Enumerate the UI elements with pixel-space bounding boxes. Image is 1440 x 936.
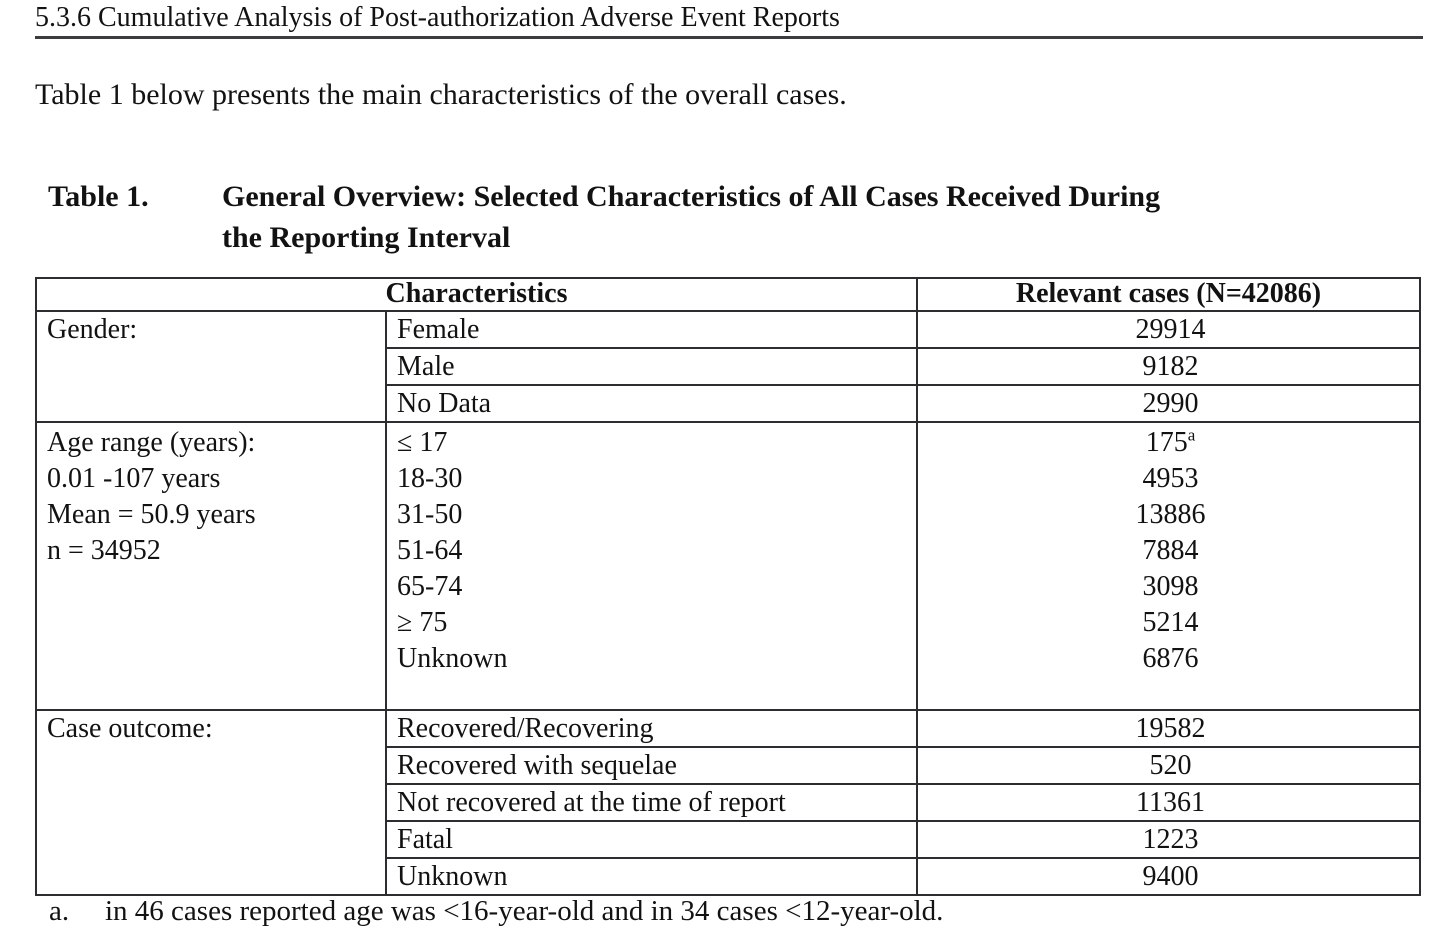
row-value: 6876 xyxy=(1142,643,1199,674)
table-caption-label: Table 1. xyxy=(48,180,149,213)
table-row: No Data 2990 xyxy=(36,384,1421,423)
table-row: Case outcome: Recovered/Recovering 19582 xyxy=(35,709,1421,896)
row-value: 9400 xyxy=(916,857,1421,896)
table-row: Male 9182 xyxy=(36,347,1421,386)
row-label: Recovered with sequelae xyxy=(385,746,918,785)
age-category-line: Age range (years): xyxy=(47,427,256,458)
row-value: 19582 xyxy=(916,709,1421,748)
row-value: 3098 xyxy=(1142,571,1199,602)
gender-category-cell: Gender: xyxy=(35,310,387,423)
row-value: 4953 xyxy=(1142,463,1199,494)
row-value: 1223 xyxy=(916,820,1421,859)
row-value: 175a xyxy=(1145,425,1196,458)
row-value: 5214 xyxy=(1142,607,1199,638)
age-labels-cell: ≤ 17 18-30 31-50 51-64 65-74 ≥ 75 Unknow… xyxy=(385,421,918,711)
row-value: 520 xyxy=(916,746,1421,785)
row-value: 11361 xyxy=(916,783,1421,822)
row-label: Unknown xyxy=(397,643,508,674)
characteristics-table: Characteristics Relevant cases (N=42086)… xyxy=(35,277,1421,896)
age-category-line: Mean = 50.9 years xyxy=(47,499,256,530)
row-label: Unknown xyxy=(385,857,918,896)
footnote-superscript: a xyxy=(1187,425,1196,445)
age-values-cell: 175a 4953 13886 7884 3098 5214 6876 xyxy=(916,421,1421,711)
row-label: Not recovered at the time of report xyxy=(385,783,918,822)
table-header-row: Characteristics Relevant cases (N=42086) xyxy=(35,277,1421,312)
table-footnote: a. in 46 cases reported age was <16-year… xyxy=(49,895,943,928)
footnote-text: in 46 cases reported age was <16-year-ol… xyxy=(105,895,944,927)
table-row: Not recovered at the time of report 1136… xyxy=(36,783,1421,822)
age-category-line: n = 34952 xyxy=(47,535,161,566)
row-label: 65-74 xyxy=(397,571,463,602)
header-characteristics: Characteristics xyxy=(35,277,918,312)
row-value: 29914 xyxy=(916,310,1421,349)
row-label: Recovered/Recovering xyxy=(385,709,918,748)
row-label: Female xyxy=(385,310,918,349)
row-label: 51-64 xyxy=(397,535,463,566)
table-caption: Table 1. General Overview: Selected Char… xyxy=(48,176,1160,258)
section-heading: 5.3.6 Cumulative Analysis of Post-author… xyxy=(35,3,1423,39)
row-label: Male xyxy=(385,347,918,386)
table-caption-text: General Overview: Selected Characteristi… xyxy=(222,176,1160,258)
table-caption-line-1: General Overview: Selected Characteristi… xyxy=(222,180,1161,213)
header-relevant-cases: Relevant cases (N=42086) xyxy=(916,277,1421,312)
table-caption-line-2: the Reporting Interval xyxy=(222,221,511,254)
row-label: Fatal xyxy=(385,820,918,859)
row-label: 18-30 xyxy=(397,463,463,494)
age-category-cell: Age range (years): 0.01 -107 years Mean … xyxy=(35,421,387,711)
age-category-line: 0.01 -107 years xyxy=(47,463,221,494)
row-value: 13886 xyxy=(1135,499,1206,530)
row-label: ≤ 17 xyxy=(397,427,448,458)
table-row: Recovered with sequelae 520 xyxy=(36,746,1421,785)
row-label: ≥ 75 xyxy=(397,607,448,638)
table-row-age-range: Age range (years): 0.01 -107 years Mean … xyxy=(35,421,1421,711)
table-row: Gender: Female 29914 xyxy=(35,310,1421,423)
row-value: 7884 xyxy=(1142,535,1199,566)
row-label: 31-50 xyxy=(397,499,463,530)
case-outcome-category-cell: Case outcome: xyxy=(35,709,387,896)
table-row: Fatal 1223 xyxy=(36,820,1421,859)
row-value: 9182 xyxy=(916,347,1421,386)
intro-text: Table 1 below presents the main characte… xyxy=(35,78,847,111)
row-value: 2990 xyxy=(916,384,1421,423)
table-row: Unknown 9400 xyxy=(36,857,1421,896)
row-label: No Data xyxy=(385,384,918,423)
footnote-marker: a. xyxy=(49,895,70,927)
